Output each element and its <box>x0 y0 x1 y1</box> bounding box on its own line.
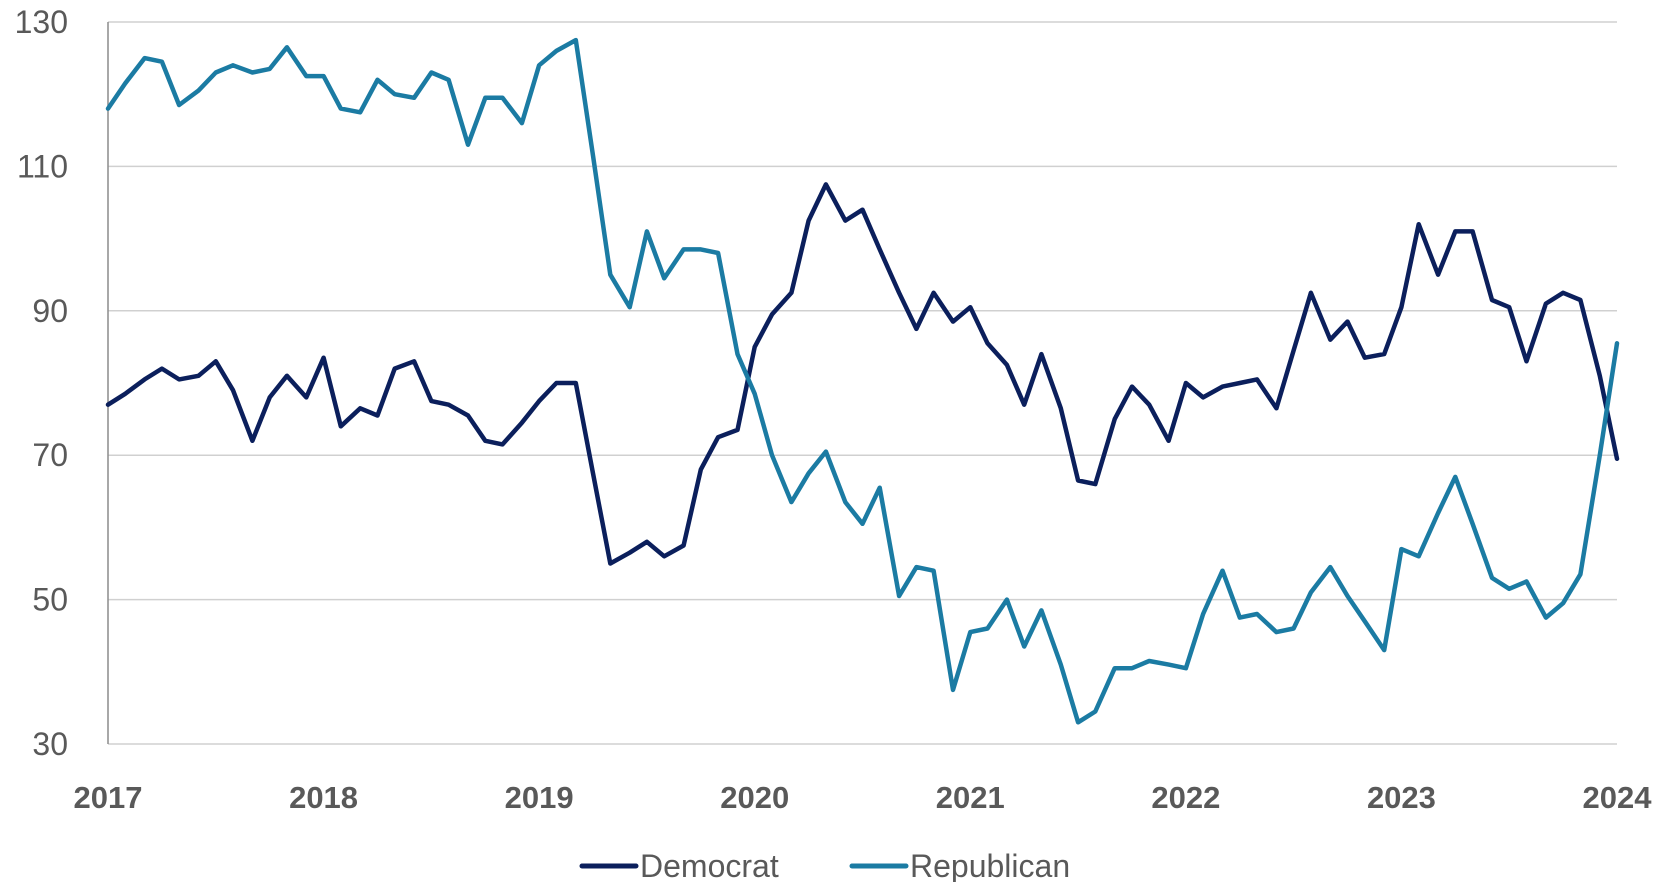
series-line-democrat <box>105 182 1620 566</box>
x-axis-tick-labels: 2017 2018 2019 2020 2021 2022 2023 2024 <box>74 780 1653 815</box>
x-tick-label: 2017 <box>74 780 143 815</box>
x-tick-label: 2019 <box>505 780 574 815</box>
x-tick-label: 2021 <box>936 780 1005 815</box>
series-line-republican <box>105 37 1620 725</box>
y-tick-label: 70 <box>32 437 68 473</box>
y-tick-label: 30 <box>32 726 68 762</box>
x-tick-label: 2018 <box>289 780 358 815</box>
y-tick-label: 50 <box>32 582 68 618</box>
y-axis-tick-labels: 30 50 70 90 110 130 <box>15 4 68 762</box>
gridlines <box>108 21 1617 745</box>
y-tick-label: 90 <box>32 293 68 329</box>
x-tick-label: 2023 <box>1367 780 1436 815</box>
y-tick-label: 110 <box>17 148 68 184</box>
series-lines <box>105 37 1620 725</box>
legend: Democrat Republican <box>579 848 1070 882</box>
x-tick-label: 2020 <box>720 780 789 815</box>
x-tick-label: 2024 <box>1583 780 1653 815</box>
legend-label-republican: Republican <box>910 848 1070 882</box>
legend-label-democrat: Democrat <box>640 848 779 882</box>
y-tick-label: 130 <box>15 4 68 40</box>
x-tick-label: 2022 <box>1151 780 1220 815</box>
